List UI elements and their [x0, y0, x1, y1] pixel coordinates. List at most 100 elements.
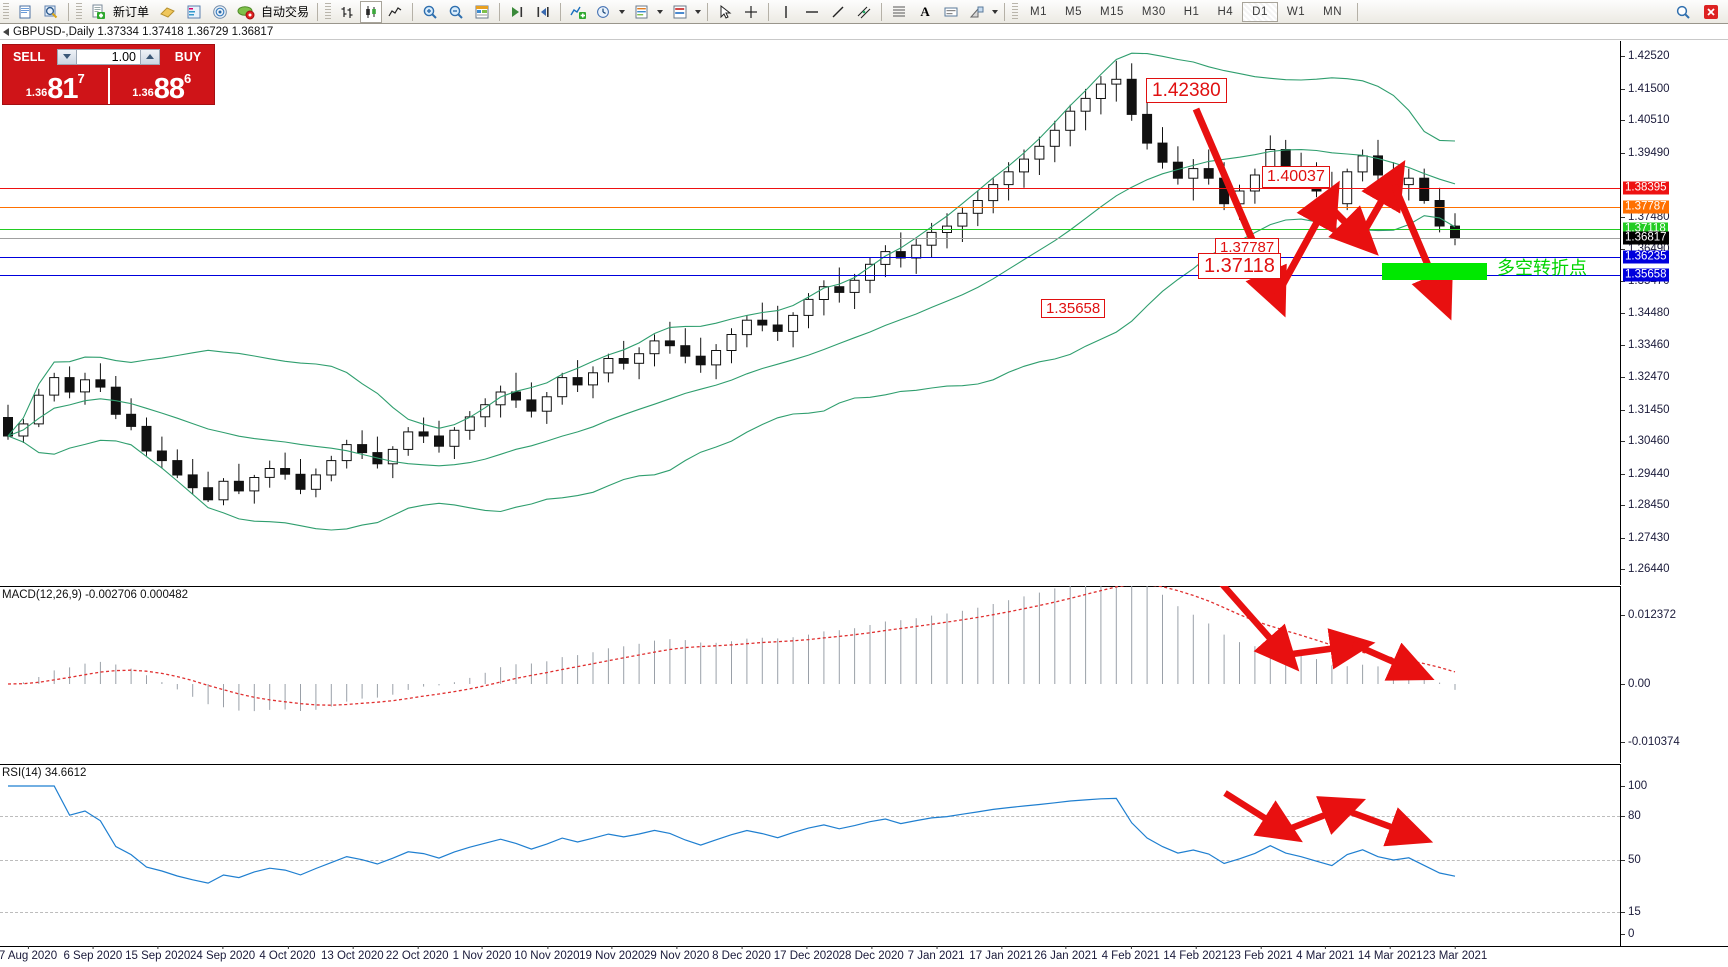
- price-marker-orange[interactable]: 1.37787: [1623, 200, 1669, 214]
- bid-price[interactable]: 1.36 81 7: [3, 68, 108, 104]
- metaeditor-icon[interactable]: [155, 1, 181, 23]
- symbol-info-bar: GBPUSD-,Daily 1.37334 1.37418 1.36729 1.…: [0, 24, 1728, 40]
- annotation-135658[interactable]: 1.35658: [1041, 299, 1106, 318]
- macd-tick: 0.012372: [1621, 609, 1676, 621]
- vertical-line-icon[interactable]: [773, 1, 799, 23]
- sell-button[interactable]: SELL: [13, 49, 45, 64]
- price-axis[interactable]: 1.42520 1.41500 1.40510 1.39490 1.37480 1.364…: [1620, 41, 1728, 585]
- indicators-icon[interactable]: [565, 1, 591, 23]
- templates-icon[interactable]: [629, 1, 655, 23]
- volume-stepper[interactable]: 1.00: [57, 48, 160, 65]
- ask-price[interactable]: 1.36 88 6: [107, 68, 215, 106]
- text-label-icon[interactable]: [938, 1, 964, 23]
- volume-increase-button[interactable]: [140, 48, 160, 65]
- timeframe-m30[interactable]: M30: [1141, 5, 1166, 18]
- timeframe-d1[interactable]: D1: [1242, 1, 1278, 22]
- price-marker-blue1[interactable]: 1.36235: [1623, 250, 1669, 264]
- volume-decrease-button[interactable]: [57, 48, 77, 65]
- price-level-line[interactable]: [0, 228, 1620, 230]
- periods-chevron-down-icon[interactable]: [619, 9, 626, 14]
- time-axis-label: 7 Aug 2020: [0, 946, 58, 962]
- search-icon[interactable]: [1670, 1, 1696, 23]
- macd-title: MACD(12,26,9) -0.002706 0.000482: [2, 589, 189, 601]
- price-level-line[interactable]: [0, 256, 1620, 258]
- timeframe-m5[interactable]: M5: [1065, 5, 1082, 18]
- buy-button[interactable]: BUY: [174, 49, 202, 64]
- price-tick: 1.31450: [1621, 404, 1670, 416]
- periods-icon[interactable]: [591, 1, 617, 23]
- price-level-line[interactable]: [0, 238, 1620, 240]
- timeframe-h4[interactable]: H4: [1217, 5, 1234, 18]
- annotation-137118[interactable]: 1.37118: [1198, 253, 1281, 279]
- toolbar-grip-4[interactable]: [1012, 2, 1019, 21]
- cursor-icon[interactable]: [712, 1, 738, 23]
- price-candles: [3, 52, 1460, 531]
- toolbar-grip-2[interactable]: [76, 2, 82, 21]
- chart-shift-icon[interactable]: [530, 1, 556, 23]
- macd-pane[interactable]: MACD(12,26,9) -0.002706 0.000482 0.01237…: [0, 586, 1728, 763]
- time-axis-label: 22 Oct 2020: [385, 946, 449, 962]
- annotation-140037[interactable]: 1.40037: [1262, 166, 1330, 188]
- new-order-icon[interactable]: [85, 1, 111, 23]
- close-icon[interactable]: [1698, 1, 1724, 23]
- time-axis-label: 13 Oct 2020: [320, 946, 384, 962]
- navigator-icon[interactable]: [181, 1, 207, 23]
- new-order-label[interactable]: 新订单: [113, 5, 150, 19]
- new-chart-icon[interactable]: [12, 1, 38, 23]
- zoom-out-icon[interactable]: [443, 1, 469, 23]
- price-level-line[interactable]: [0, 187, 1620, 189]
- price-tick: 1.26440: [1621, 563, 1670, 575]
- chinese-annotation-note[interactable]: 多空转折点: [1497, 258, 1587, 279]
- candlestick-chart-icon[interactable]: [360, 0, 383, 23]
- templates-chevron-down-icon[interactable]: [657, 9, 664, 14]
- timeframe-mn[interactable]: MN: [1323, 5, 1342, 18]
- trendline-icon[interactable]: [825, 1, 851, 23]
- price-marker-resistance[interactable]: 1.38395: [1623, 181, 1669, 195]
- price-level-line[interactable]: [0, 275, 1620, 277]
- text-icon[interactable]: A: [920, 3, 930, 19]
- time-axis-label: 10 Nov 2020: [514, 946, 580, 962]
- bar-chart-icon[interactable]: [334, 1, 360, 23]
- chart-area[interactable]: 1.42380 1.40037 1.37787 1.37118 1.35658 …: [0, 41, 1728, 967]
- macd-axis[interactable]: 0.012372 0.00 -0.010374: [1620, 586, 1728, 763]
- price-pane[interactable]: 1.42380 1.40037 1.37787 1.37118 1.35658 …: [0, 41, 1728, 585]
- fibonacci-icon[interactable]: [886, 1, 912, 23]
- crosshair-icon[interactable]: [738, 1, 764, 23]
- line-chart-icon[interactable]: [382, 1, 408, 23]
- time-axis[interactable]: 7 Aug 2020 6 Sep 2020 15 Sep 2020 24 Sep 20…: [0, 946, 1728, 967]
- timeframe-w1[interactable]: W1: [1286, 5, 1306, 18]
- ask-price-main: 88: [153, 73, 185, 106]
- autoscroll-icon[interactable]: [504, 1, 530, 23]
- price-marker-blue2[interactable]: 1.35658: [1623, 268, 1669, 282]
- signals-icon[interactable]: [207, 1, 233, 23]
- timeframe-m1[interactable]: M1: [1030, 5, 1048, 18]
- toolbar-grip[interactable]: [3, 2, 9, 21]
- price-tick: 1.33460: [1621, 339, 1670, 351]
- chart-settings-icon[interactable]: [667, 1, 693, 23]
- data-window-icon[interactable]: [469, 1, 495, 23]
- timeframe-h1[interactable]: H1: [1183, 5, 1200, 18]
- one-click-trading-panel[interactable]: SELL 1.00 BUY 1.36 81 7 1.36 88 6: [2, 44, 215, 105]
- timeframe-m15[interactable]: M15: [1100, 5, 1124, 18]
- toolbar-grip-3[interactable]: [325, 2, 332, 21]
- horizontal-line-icon[interactable]: [799, 1, 825, 23]
- macd-tick: -0.010374: [1621, 736, 1680, 748]
- price-marker-last[interactable]: 1.36817: [1623, 231, 1669, 245]
- shapes-chevron-down-icon[interactable]: [992, 9, 999, 14]
- equidistant-channel-icon[interactable]: [851, 1, 877, 23]
- volume-input[interactable]: 1.00: [77, 48, 140, 65]
- macd-top-border: [0, 586, 1728, 587]
- drawn-arrows-macd: [1219, 586, 1435, 681]
- chart-search-icon[interactable]: [38, 1, 64, 23]
- autotrading-icon[interactable]: [233, 1, 259, 23]
- rsi-axis[interactable]: 100 80 50 15 0: [1620, 764, 1728, 946]
- rsi-title: RSI(14) 34.6612: [2, 767, 87, 779]
- rsi-pane[interactable]: RSI(14) 34.6612 100 80 50 15 0: [0, 764, 1728, 946]
- annotation-high-142380[interactable]: 1.42380: [1146, 78, 1227, 103]
- zoom-in-icon[interactable]: [417, 1, 443, 23]
- time-axis-label: 28 Dec 2020: [838, 946, 904, 962]
- chart-settings-chevron-down-icon[interactable]: [695, 9, 702, 14]
- price-level-line[interactable]: [0, 207, 1620, 209]
- shapes-icon[interactable]: [964, 1, 990, 23]
- autotrading-label[interactable]: 自动交易: [261, 5, 310, 19]
